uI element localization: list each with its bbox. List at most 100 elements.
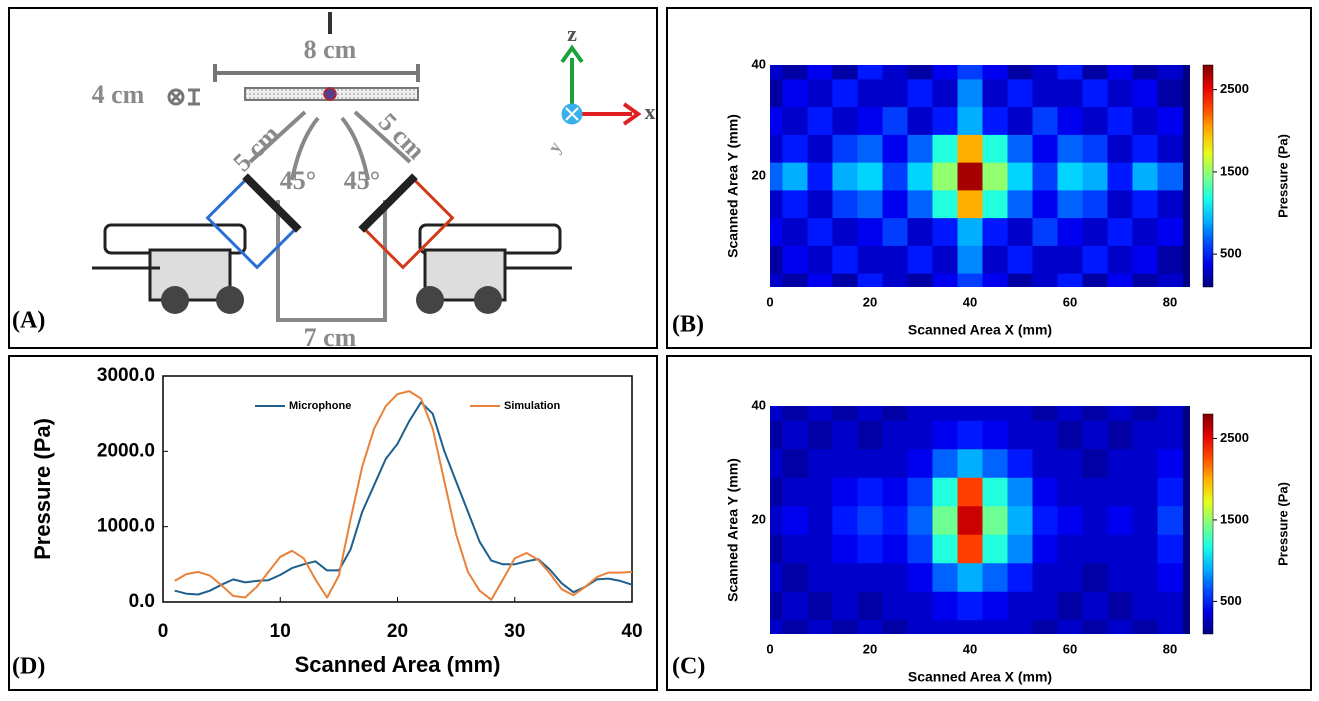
heat-cell [1007,534,1033,564]
heat-cell [982,106,1008,135]
x-tick-label: 0 [766,294,773,309]
heat-cell [770,162,783,191]
heat-cell [1157,65,1183,80]
x-tick-label: 60 [1063,641,1077,656]
heat-cell [807,273,833,287]
y-tick-label: 40 [752,397,766,412]
heat-cell [1032,78,1058,108]
heat-cell [1157,534,1183,564]
heat-cell [782,505,808,535]
heat-cell [1007,420,1033,450]
angle-label: 45° [280,166,316,195]
heat-cell [1007,562,1033,592]
x-tick-label: 0 [158,621,169,642]
heat-cell [832,591,858,621]
heat-cell [982,477,1008,507]
heat-cell [1107,448,1133,478]
heat-cell [770,448,783,478]
y-tick-label: 2000.0 [97,440,155,461]
heat-cell [1082,162,1108,191]
heat-cell [882,591,908,621]
heat-cell [957,591,983,621]
axes-triad [560,44,642,126]
heat-cell [1007,619,1033,634]
heat-cell [882,406,908,421]
heat-cell [1132,420,1158,450]
heat-cell [770,477,783,507]
heat-cell [832,78,858,108]
heat-cell [1157,134,1183,163]
heat-cell [1082,591,1108,621]
heat-cell [1032,505,1058,535]
heat-cell [1082,245,1108,274]
heat-cell [1132,273,1158,287]
heat-cell [1132,534,1158,564]
heat-cell [782,562,808,592]
heat-cell [782,134,808,163]
heat-cell [770,106,783,135]
heat-cell [832,273,858,287]
heat-cell [932,420,958,450]
colorbar-tick-label: 2500 [1220,430,1249,445]
x-axis-label: Scanned Area X (mm) [908,322,1052,338]
heat-cell [1107,134,1133,163]
heat-cell [1107,78,1133,108]
heat-cell [907,78,933,108]
heat-cell [1132,217,1158,246]
heat-cell [1057,162,1083,191]
heat-cell [832,189,858,219]
heat-cell [982,78,1008,108]
heat-cell [1007,189,1033,219]
heat-cell [1007,217,1033,246]
axis-letter: y [543,138,565,156]
heat-cell [1107,106,1133,135]
heat-cell [1107,420,1133,450]
heat-cell [1157,273,1183,287]
heat-cell [882,505,908,535]
heat-cell [807,420,833,450]
heat-cell [1082,189,1108,219]
heat-cell [882,562,908,592]
heat-cell [857,420,883,450]
heat-cell [857,448,883,478]
heat-cell [982,448,1008,478]
heat-cell [1157,406,1183,421]
panel-label: (C) [672,654,705,680]
colorbar-tick-label: 2500 [1220,81,1249,96]
plot-frame [162,375,633,603]
heat-cell [1132,134,1158,163]
heat-cell [807,448,833,478]
heat-cell [907,134,933,163]
heat-cell [832,420,858,450]
heat-cell [832,217,858,246]
heat-cell [1082,134,1108,163]
setup-diagram: 8 cm 4 cm 5 cm 5 cm 45° 45° 7 cm [92,12,656,352]
heat-cell [1082,217,1108,246]
colorbar-tick-label: 500 [1220,246,1242,261]
heat-cell [982,162,1008,191]
y-axis-label: Scanned Area Y (mm) [725,114,741,258]
heat-cell [1107,65,1133,80]
heat-cell [932,189,958,219]
heat-cell [1157,562,1183,592]
heat-cell [1132,162,1158,191]
heat-cell [1082,273,1108,287]
heat-cell [982,189,1008,219]
heat-cell [1132,189,1158,219]
heat-cell [857,406,883,421]
x-tick-label: 40 [621,621,642,642]
heat-cell [982,134,1008,163]
dimension-label: 4 cm [92,80,145,109]
axis-letter: x [645,99,656,124]
heat-cell [1032,562,1058,592]
heat-cell [932,591,958,621]
heat-cell [1057,106,1083,135]
heat-cell [807,162,833,191]
heat-cell [782,619,808,634]
heatmap-cells [770,406,1190,634]
x-tick-label: 20 [863,641,877,656]
heat-cell [782,591,808,621]
y-tick-label: 20 [752,511,766,526]
panel-frames [8,7,1312,691]
heat-cell [1082,619,1108,634]
